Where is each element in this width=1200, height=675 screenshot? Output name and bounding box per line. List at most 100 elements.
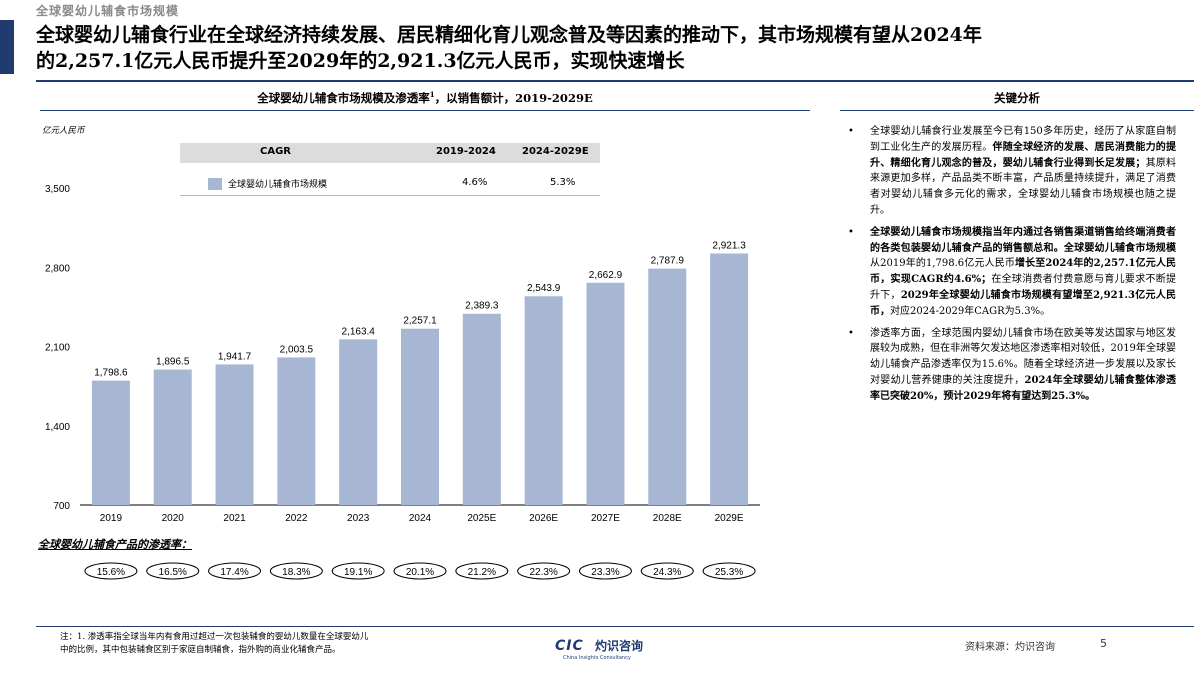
bar-value-label: 1,941.7 <box>218 351 252 362</box>
x-tick-label: 2020 <box>162 513 185 524</box>
footnote-line-2: 中的比例，其中包装辅食区别于家庭自制辅食，指外购的商业化辅食产品。 <box>60 645 341 655</box>
logo-cic-text: CIC <box>555 638 584 654</box>
penetration-ellipse <box>146 562 200 580</box>
bar-value-label: 2,921.3 <box>712 241 746 252</box>
bar-value-label: 2,543.9 <box>527 283 561 294</box>
x-tick-label: 2021 <box>223 513 246 524</box>
cagr-header: CAGR 2019-2024 2024-2029E <box>180 143 600 163</box>
penetration-value: 18.3% <box>282 567 310 578</box>
headline: 全球婴幼儿辅食行业在全球经济持续发展、居民精细化育儿观念普及等因素的推动下，其市… <box>36 22 1186 74</box>
cic-logo: CIC 灼识咨询 China Insights Consultancy <box>555 636 665 664</box>
cagr-label: CAGR <box>260 146 291 157</box>
penetration-ellipse <box>84 562 138 580</box>
section-label: 全球婴幼儿辅食市场规模 <box>36 4 180 18</box>
analysis-bullets: • 全球婴幼儿辅食行业发展至今已有150多年历史，经历了从家庭自制到工业化生产的发… <box>846 124 1176 411</box>
x-tick-label: 2024 <box>409 513 432 524</box>
bar <box>586 282 625 505</box>
analysis-bullet-2: • 全球婴幼儿辅食市场规模指当年内通过各销售渠道销售给终端消费者的各类包装婴幼儿辅… <box>846 225 1176 320</box>
bar-value-label: 2,389.3 <box>465 301 499 312</box>
cagr-period-1: 2019-2024 <box>436 146 496 157</box>
bullet-text: 全球婴幼儿辅食行业发展至今已有150多年历史，经历了从家庭自制到工业化生产的发展… <box>870 126 1176 153</box>
penetration-ellipse <box>393 562 447 580</box>
penetration-value: 16.5% <box>159 567 187 578</box>
bar <box>339 339 378 505</box>
bullet-text: 其原料来源更加多样，产品品类不断丰富，产品质量持续提升，满足了消费者对婴幼儿辅食… <box>870 157 1177 216</box>
analysis-bullet-3: • 渗透率方面，全球范围内婴幼儿辅食市场在欧美等发达国家与地区发展较为成熟，但在非… <box>846 326 1176 405</box>
bullet-text: 对应2024-2029年CAGR为5.3%。 <box>890 305 1051 317</box>
x-tick-label: 2029E <box>715 513 744 524</box>
bullet-bold-text: 2029年全球婴幼儿辅食市场规模有望增至2,921.3亿元人民币， <box>870 289 1177 317</box>
logo-en-text: China Insights Consultancy <box>563 655 631 661</box>
penetration-value: 19.1% <box>344 567 372 578</box>
bullet-text: 在全球消费者付费意愿与育儿要求不断提升下， <box>870 274 1177 301</box>
penetration-value: 15.6% <box>97 567 125 578</box>
y-tick-label: 700 <box>53 501 70 512</box>
bar-value-label: 2,787.9 <box>651 256 685 267</box>
x-tick-label: 2019 <box>100 513 123 524</box>
bar <box>648 268 687 505</box>
cagr-period-2: 2024-2029E <box>522 146 589 157</box>
x-tick-label: 2028E <box>653 513 682 524</box>
bullet-bold-text: 全球婴幼儿辅食市场规模指当年内通过各销售渠道销售给终端消费者的各类包装婴幼儿辅食… <box>870 226 1176 254</box>
chart-title-rule <box>40 110 810 111</box>
bar <box>401 328 439 505</box>
bar <box>277 357 316 505</box>
analysis-heading: 关键分析 <box>994 91 1040 105</box>
bar <box>91 380 130 505</box>
penetration-value: 24.3% <box>653 567 681 578</box>
x-tick-label: 2025E <box>467 513 496 524</box>
analysis-bullet-1: • 全球婴幼儿辅食行业发展至今已有150多年历史，经历了从家庭自制到工业化生产的发… <box>846 124 1176 219</box>
chart-title-main: 全球婴幼儿辅食市场规模及渗透率 <box>257 91 430 105</box>
cagr-rule <box>180 195 600 196</box>
y-tick-label: 1,400 <box>45 422 70 433</box>
x-tick-label: 2023 <box>347 513 370 524</box>
chart-title-suffix: ，以销售额计，2019-2029E <box>434 91 593 105</box>
accent-bar <box>0 20 14 74</box>
penetration-ellipse <box>517 562 571 580</box>
y-tick-label: 2,100 <box>45 343 70 354</box>
bar <box>215 364 254 505</box>
bar-value-label: 1,896.5 <box>156 357 190 368</box>
bar <box>462 313 501 505</box>
bullet-bold-text: 伴随全球经济的发展、居民消费能力的提升、精细化育儿观念的普及，婴幼儿辅食行业得到… <box>870 141 1177 169</box>
page-number: 5 <box>1100 637 1107 650</box>
bullet-dot: • <box>848 226 854 238</box>
footnote-line-1: 注：1. 渗透率指全球当年内有食用过超过一次包装辅食的婴幼儿数量在全球婴幼儿 <box>60 632 369 642</box>
bar <box>153 369 192 505</box>
bar-value-label: 2,662.9 <box>589 270 623 281</box>
y-tick-label: 2,800 <box>45 263 70 274</box>
y-tick-label: 3,500 <box>45 184 70 195</box>
bar-value-label: 1,798.6 <box>94 368 128 379</box>
bar <box>524 296 563 505</box>
penetration-ellipse <box>578 562 632 580</box>
legend-swatch <box>208 178 222 190</box>
footnote: 注：1. 渗透率指全球当年内有食用过超过一次包装辅食的婴幼儿数量在全球婴幼儿 中… <box>60 631 540 657</box>
penetration-value: 22.3% <box>529 567 557 578</box>
penetration-ellipse <box>640 562 694 580</box>
penetration-ellipse <box>331 562 385 580</box>
bar-value-label: 2,257.1 <box>403 316 437 327</box>
bar <box>710 253 749 505</box>
analysis-rule <box>840 110 1194 111</box>
bar-value-label: 2,163.4 <box>341 326 375 337</box>
penetration-value: 17.4% <box>220 567 248 578</box>
cagr-table: CAGR 2019-2024 2024-2029E 全球婴幼儿辅食市场规模 4.… <box>180 143 600 198</box>
x-tick-label: 2022 <box>285 513 308 524</box>
legend-label: 全球婴幼儿辅食市场规模 <box>228 180 328 190</box>
penetration-value: 25.3% <box>715 567 743 578</box>
cagr-value-2: 5.3% <box>550 177 576 188</box>
bullet-bold-text: 增长至2024年的2,257.1亿元人民币，实现CAGR约4.6%； <box>870 258 1176 286</box>
bullet-text: 渗透率方面，全球范围内婴幼儿辅食市场在欧美等发达国家与地区发展较为成熟，但在非洲… <box>870 327 1176 386</box>
bullet-text: 从2019年的1,798.6亿元人民币 <box>870 258 1016 270</box>
source-note: 资料来源：灼识咨询 <box>965 642 1055 653</box>
penetration-ellipse <box>455 562 509 580</box>
penetration-value: 20.1% <box>406 567 434 578</box>
bar-chart: 700 1,400 2,100 2,800 3,500 1,798.6 2019 15.6% 1… <box>45 184 760 580</box>
chart-title-footnote-mark: 1 <box>429 90 435 100</box>
penetration-ellipse <box>208 562 262 580</box>
penetration-ellipse <box>269 562 323 580</box>
penetration-value: 21.2% <box>468 567 496 578</box>
penetration-value: 23.3% <box>591 567 619 578</box>
bullet-dot: • <box>848 327 854 339</box>
headline-line-2: 的2,257.1亿元人民币提升至2029年的2,921.3亿元人民币，实现快速增… <box>36 50 685 72</box>
